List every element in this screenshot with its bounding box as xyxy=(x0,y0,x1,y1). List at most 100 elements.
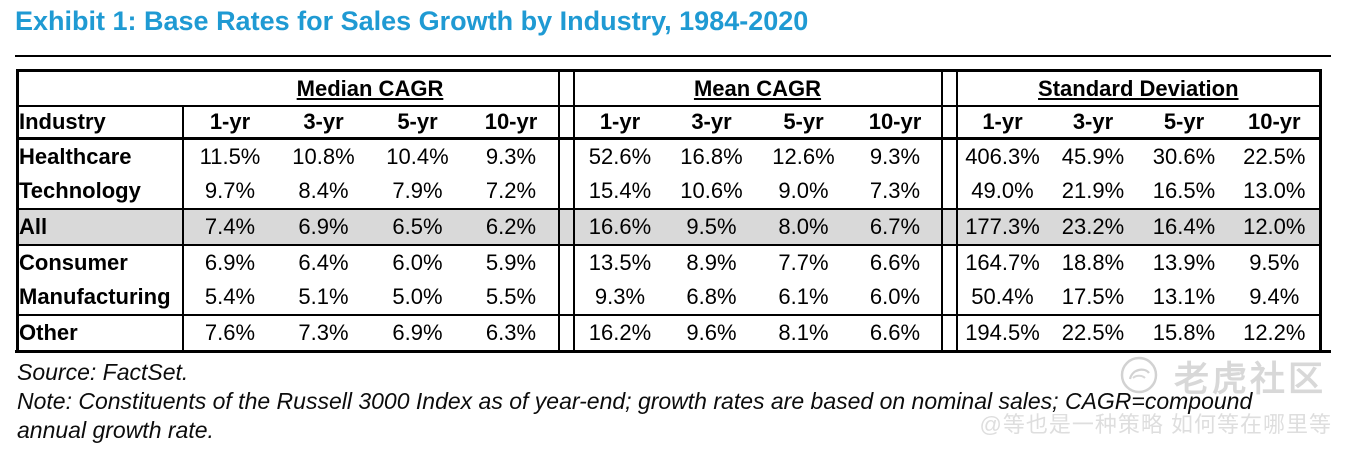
table-cell: 5.1% xyxy=(276,280,371,316)
column-header-row: Industry 1-yr 3-yr 5-yr 10-yr 1-yr 3-yr … xyxy=(17,106,1321,140)
table-cell: 7.9% xyxy=(370,174,465,210)
table-cell: 164.7% xyxy=(965,250,1040,275)
section-label: Median CAGR xyxy=(296,75,444,101)
section-header-median: Median CAGR xyxy=(182,70,559,107)
table-cell: 6.3% xyxy=(485,320,537,345)
table-cell: 9.3% xyxy=(485,144,537,169)
table-cell: 7.6% xyxy=(204,320,256,345)
column-header: 3-yr xyxy=(665,106,758,140)
row-label: Healthcare xyxy=(17,138,184,174)
table-row-manufacturing: Manufacturing 5.4% 5.1% 5.0% 5.5% 9.3% 6… xyxy=(17,280,1321,316)
table-cell: 17.5% xyxy=(1047,280,1139,316)
table-cell: 49.0% xyxy=(956,174,1048,210)
section-divider xyxy=(940,174,958,210)
table-cell: 6.6% xyxy=(869,250,921,275)
row-label: Manufacturing xyxy=(17,280,184,316)
table-cell: 8.9% xyxy=(686,250,737,275)
table-cell: 6.9% xyxy=(204,250,256,275)
table-cell: 23.2% xyxy=(1047,209,1139,246)
table-cell: 406.3% xyxy=(965,144,1040,169)
table-cell: 6.0% xyxy=(392,250,443,275)
table-row-other: Other 7.6% 7.3% 6.9% 6.3% 16.2% 9.6% 8.1… xyxy=(17,315,1321,352)
section-divider xyxy=(940,209,958,246)
section-divider xyxy=(557,280,575,316)
row-label: Consumer xyxy=(17,245,184,280)
table-cell: 6.2% xyxy=(464,209,559,246)
table-cell: 6.9% xyxy=(392,320,443,345)
table-cell: 15.8% xyxy=(1152,320,1216,345)
section-header-stdev: Standard Deviation xyxy=(956,70,1321,107)
table-cell: 11.5% xyxy=(199,144,261,169)
table-cell: 5.4% xyxy=(182,280,277,316)
table-cell: 16.2% xyxy=(588,320,652,345)
column-header: 10-yr xyxy=(849,106,942,140)
table-cell: 45.9% xyxy=(1061,144,1125,169)
table-cell: 13.9% xyxy=(1152,250,1216,275)
section-divider xyxy=(557,138,575,174)
table-cell: 6.6% xyxy=(869,320,921,345)
table-cell: 10.4% xyxy=(386,144,449,169)
table-cell: 5.5% xyxy=(464,280,559,316)
table-row-healthcare: Healthcare 11.5% 10.8% 10.4% 9.3% 52.6% … xyxy=(17,138,1321,174)
watermark-user-handle: @等也是一种策略 如何等在哪里等 xyxy=(979,412,1332,437)
table-cell: 18.8% xyxy=(1061,250,1125,275)
table-cell: 8.0% xyxy=(757,209,850,246)
table-cell: 6.8% xyxy=(665,280,758,316)
table-cell: 10.8% xyxy=(292,144,355,169)
table-cell: 50.4% xyxy=(956,280,1048,316)
page-title: Exhibit 1: Base Rates for Sales Growth b… xyxy=(15,6,809,36)
industry-column-header: Industry xyxy=(17,106,184,140)
table-cell: 13.5% xyxy=(588,250,652,275)
section-divider xyxy=(557,315,575,352)
table-cell: 16.6% xyxy=(573,209,666,246)
table-cell: 9.5% xyxy=(1249,250,1300,275)
column-header: 1-yr xyxy=(573,106,666,140)
note-text-line1: Note: Constituents of the Russell 3000 I… xyxy=(17,388,1253,414)
table-cell: 9.0% xyxy=(757,174,850,210)
table-cell: 6.4% xyxy=(298,250,349,275)
section-divider xyxy=(940,138,958,174)
section-divider xyxy=(557,209,575,246)
table-cell: 12.0% xyxy=(1229,209,1321,246)
base-rates-table: Median CAGR Mean CAGR Standard Deviation… xyxy=(16,69,1323,353)
table-cell: 16.8% xyxy=(680,144,743,169)
table-cell: 30.6% xyxy=(1152,144,1216,169)
table-cell: 177.3% xyxy=(956,209,1048,246)
table-cell: 10.6% xyxy=(665,174,758,210)
table-cell: 9.4% xyxy=(1229,280,1321,316)
table-cell: 6.9% xyxy=(276,209,371,246)
table-cell: 7.3% xyxy=(849,174,942,210)
row-label: Other xyxy=(17,315,184,352)
table-cell: 7.4% xyxy=(182,209,277,246)
column-header: 3-yr xyxy=(276,106,371,140)
table-cell: 8.1% xyxy=(778,320,829,345)
section-divider xyxy=(940,106,958,140)
row-label: Technology xyxy=(17,174,184,210)
section-divider xyxy=(557,245,575,280)
table-cell: 7.2% xyxy=(464,174,559,210)
note-text-line2: annual growth rate. xyxy=(17,417,214,443)
table-cell: 22.5% xyxy=(1061,320,1125,345)
table-cell: 12.2% xyxy=(1243,320,1306,345)
table-cell: 8.4% xyxy=(276,174,371,210)
table-cell: 16.5% xyxy=(1138,174,1230,210)
column-header: 3-yr xyxy=(1047,106,1139,140)
table-cell: 5.0% xyxy=(370,280,465,316)
section-divider xyxy=(557,70,575,107)
table-cell: 52.6% xyxy=(588,144,652,169)
table-cell: 9.7% xyxy=(182,174,277,210)
row-label: All xyxy=(17,209,184,246)
table-cell: 16.4% xyxy=(1138,209,1230,246)
column-header: 5-yr xyxy=(370,106,465,140)
table-cell: 7.3% xyxy=(298,320,349,345)
table-cell: 194.5% xyxy=(965,320,1040,345)
column-header: 1-yr xyxy=(182,106,277,140)
title-rule xyxy=(15,55,1331,57)
watermark-community-name: 老虎社区 xyxy=(1174,360,1327,399)
tiger-community-logo-icon xyxy=(1118,354,1160,401)
section-label: Mean CAGR xyxy=(693,75,822,101)
table-cell: 13.1% xyxy=(1138,280,1230,316)
table-cell: 13.0% xyxy=(1229,174,1321,210)
table-cell: 9.5% xyxy=(665,209,758,246)
